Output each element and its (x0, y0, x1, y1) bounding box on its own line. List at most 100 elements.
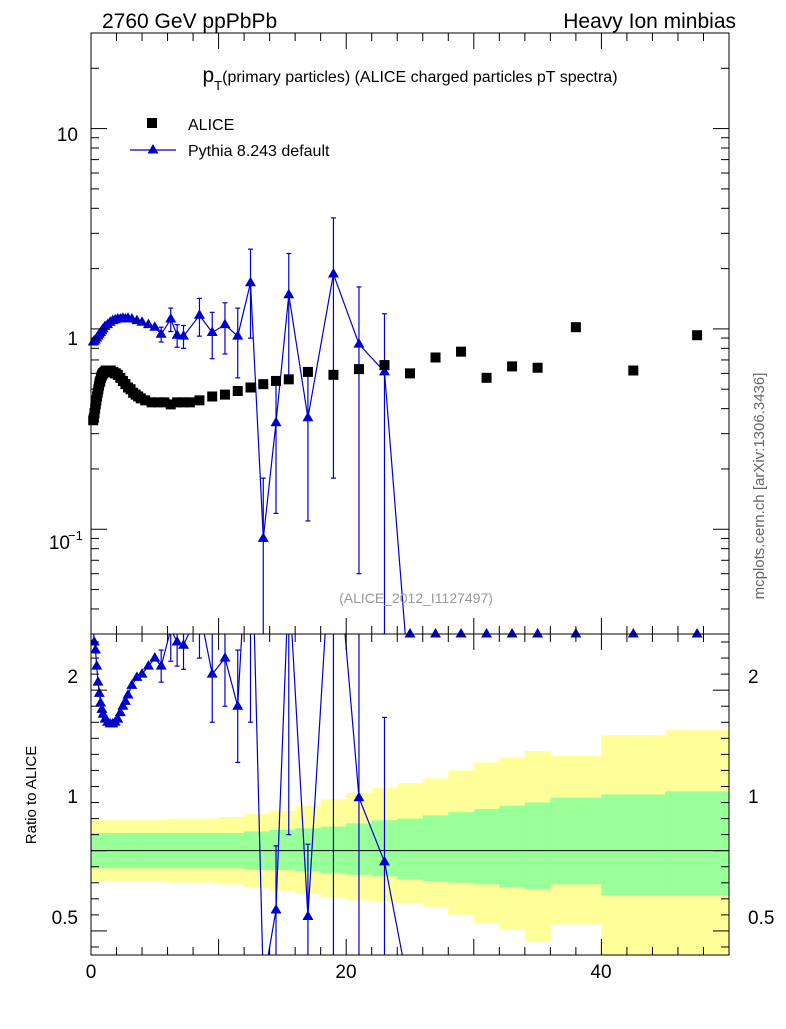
alice-point (271, 375, 282, 386)
legend-label-pythia: Pythia 8.243 default (188, 143, 330, 160)
pythia-point (283, 288, 295, 299)
uncertainty-bands (91, 730, 730, 955)
ratio-point (93, 687, 105, 697)
alice-point (184, 397, 195, 408)
alice-point (379, 360, 390, 371)
inner-band-bin (550, 797, 602, 885)
alice-point (232, 385, 243, 396)
upper-panel-marks (87, 217, 703, 638)
pythia-point (270, 416, 282, 427)
pythia-point (302, 411, 314, 422)
pythia-point (627, 628, 639, 638)
alice-point (159, 397, 170, 408)
ytick-label-0.1-exp: −1 (68, 528, 83, 543)
inner-band-bin (269, 829, 296, 870)
legend: ALICE Pythia 8.243 default (130, 117, 330, 160)
ratio-ytick-1-right: 1 (748, 787, 759, 808)
title-subscript: T (214, 78, 222, 93)
ratio-point (302, 910, 314, 920)
header-left: 2760 GeV ppPbPb (102, 10, 277, 33)
ratio-point (112, 713, 124, 723)
pythia-point (245, 276, 256, 287)
title-p: p (202, 64, 214, 87)
ratio-point (91, 660, 103, 670)
alice-point (302, 366, 313, 377)
analysis-watermark: (ALICE_2012_I1127497) (339, 590, 493, 606)
ratio-point (232, 700, 244, 710)
legend-marker-pythia (147, 144, 159, 154)
side-label: mcplots.cern.ch [arXiv:1306.3436] (751, 373, 768, 600)
alice-point (481, 372, 492, 383)
pythia-point (219, 318, 231, 329)
plot-title: pT(primary particles) (ALICE charged par… (202, 64, 617, 93)
ratio-point (378, 855, 390, 866)
pythia-point (142, 318, 154, 329)
ratio-point (117, 700, 129, 710)
ratio-point (122, 688, 134, 699)
inner-band-bin (397, 818, 424, 880)
ratio-point (96, 703, 108, 713)
alice-point (178, 397, 189, 408)
ratio-point (131, 671, 143, 681)
ratio-point (91, 636, 100, 646)
alice-point (245, 382, 256, 393)
pythia-point (430, 628, 442, 638)
alice-point (692, 330, 703, 341)
ratio-point (114, 706, 126, 717)
header-right: Heavy Ion minbias (563, 10, 736, 33)
alice-point (146, 397, 157, 408)
inner-band-bin (601, 794, 666, 896)
ratio-point (136, 668, 148, 678)
inner-band-bin (448, 812, 475, 883)
ytick-label-0.1: 10 (49, 533, 70, 554)
ratio-ytick-1: 1 (67, 787, 78, 808)
ratio-point (155, 660, 167, 670)
pythia-point (691, 628, 703, 638)
pythia-point (378, 365, 390, 376)
pythia-point (353, 338, 365, 348)
pythia-point (404, 628, 416, 638)
pythia-point (149, 321, 161, 331)
alice-point (283, 374, 294, 385)
xtick-40: 40 (590, 962, 611, 983)
lower-frame (90, 633, 730, 956)
ratio-point (270, 904, 282, 914)
upper-frame (90, 32, 730, 635)
legend-marker-alice (147, 118, 157, 128)
alice-point (258, 379, 269, 390)
ratio-point (171, 636, 183, 646)
ratio-ytick-2: 2 (67, 667, 78, 688)
pythia-point (455, 628, 467, 638)
pythia-point (327, 267, 339, 278)
ratio-point (219, 652, 231, 662)
pythia-point (178, 330, 190, 340)
ytick-label-1: 1 (67, 329, 78, 350)
alice-point (456, 346, 467, 357)
inner-band-bin (665, 791, 730, 896)
alice-point (628, 365, 639, 376)
pythia-point (532, 628, 544, 638)
pythia-point (206, 326, 218, 336)
alice-point (430, 352, 441, 363)
pythia-point (136, 316, 148, 326)
ratio-point (92, 676, 104, 686)
alice-point (165, 399, 176, 410)
ratio-point (149, 652, 161, 662)
pythia-point (481, 628, 493, 638)
title-rest: (primary particles) (ALICE charged parti… (222, 69, 617, 86)
ratio-point (126, 679, 138, 689)
pythia-point (193, 309, 205, 319)
ytick-label-0.1-base: 10 (49, 533, 70, 554)
pythia-point (506, 628, 518, 638)
alice-point (507, 361, 518, 372)
legend-label-alice: ALICE (188, 117, 234, 134)
upper-clipped-group (92, 217, 406, 634)
alice-point (207, 391, 218, 402)
ratio-line (93, 634, 403, 955)
xtick-0: 0 (86, 962, 97, 983)
alice-point (194, 395, 205, 406)
pythia-point (155, 328, 167, 338)
ratio-ytick-0.5: 0.5 (52, 908, 78, 929)
